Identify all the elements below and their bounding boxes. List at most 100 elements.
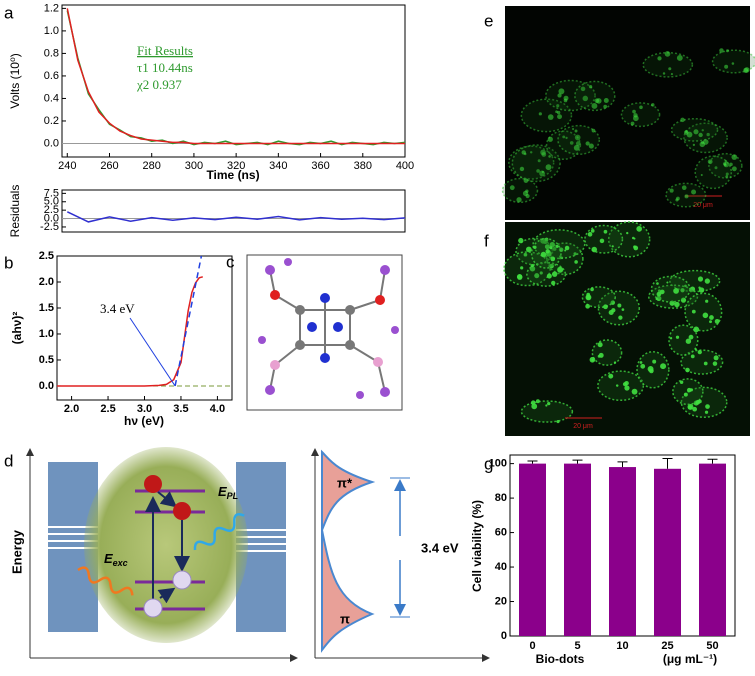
speckle: [572, 128, 575, 131]
cell: [520, 400, 574, 423]
speckle: [723, 163, 727, 167]
panel-label: b: [4, 253, 13, 272]
x-tick-label: 0: [529, 640, 535, 652]
series-line: [57, 276, 204, 387]
speckle: [574, 129, 578, 133]
speckle: [692, 143, 696, 147]
speckle: [545, 249, 550, 254]
speckle: [707, 159, 713, 165]
speckle: [666, 281, 669, 284]
y-tick-label: 2.0: [39, 276, 54, 288]
speckle: [536, 169, 540, 173]
speckle: [603, 97, 609, 103]
y-tick-label: 2.5: [44, 204, 59, 216]
speckle: [673, 288, 679, 294]
speckle: [699, 141, 706, 148]
speckle: [705, 404, 710, 409]
arrow: [157, 587, 176, 604]
speckle: [603, 229, 608, 234]
speckle: [557, 114, 562, 120]
cell: [574, 80, 616, 112]
speckle: [712, 361, 718, 366]
panel-label: f: [484, 231, 489, 250]
speckle: [580, 86, 586, 92]
speckle: [557, 93, 562, 98]
y-tick-label: 2.5: [39, 250, 54, 262]
series-line: [66, 211, 406, 223]
panel-f-scale: 20 μm: [565, 417, 602, 430]
panel-label: e: [484, 11, 493, 30]
speckle: [698, 287, 705, 293]
speckle: [549, 241, 555, 248]
speckle: [725, 175, 729, 179]
annotation-pointer: [129, 317, 176, 387]
error-bar: [617, 461, 628, 468]
cell: [584, 224, 624, 254]
speckle: [676, 196, 680, 201]
cell: [557, 124, 601, 156]
speckle: [669, 337, 673, 340]
speckle: [680, 117, 685, 123]
y-tick-label: 80: [495, 492, 507, 504]
speckle: [632, 109, 636, 114]
speckle: [709, 320, 713, 324]
series-line: [66, 8, 405, 145]
speckle: [694, 348, 697, 351]
speckle: [603, 304, 608, 310]
error-bar: [707, 458, 718, 464]
speckle: [621, 308, 625, 311]
speckle: [546, 273, 552, 279]
speckle: [700, 174, 703, 177]
cell: [597, 370, 645, 402]
speckle: [573, 252, 577, 256]
speckle: [559, 255, 562, 258]
speckle: [539, 271, 543, 275]
micrograph: [505, 222, 750, 436]
cell: [545, 130, 582, 161]
speckle: [565, 136, 568, 140]
micrograph: [505, 6, 750, 220]
y-tick-label: -2.5: [40, 221, 59, 233]
speckle: [684, 194, 689, 199]
cell: [620, 102, 661, 128]
annotation: 3.4 eV: [100, 301, 135, 316]
cell: [694, 155, 733, 190]
y-tick-label: 5.0: [44, 196, 59, 208]
bar: [699, 463, 726, 636]
cell: [711, 49, 755, 74]
speckle: [631, 388, 638, 395]
bar: [519, 463, 546, 636]
speckle: [674, 301, 680, 308]
y-axis-label: Volts (10⁰): [8, 53, 22, 109]
speckle: [573, 144, 580, 151]
emission-wave: [193, 512, 245, 551]
y-tick-label: 0.8: [44, 47, 59, 59]
x-tick-label: 3.5: [173, 403, 188, 415]
speckle: [550, 256, 556, 262]
pi-star: π*: [337, 475, 353, 490]
x-axis-label: hν (eV): [124, 414, 164, 428]
speckle: [549, 246, 553, 250]
speckle: [697, 349, 702, 355]
x-tick-label: 4.0: [210, 403, 225, 415]
speckle: [552, 246, 557, 251]
speckle: [569, 141, 574, 145]
speckle: [714, 318, 720, 324]
x-tick-label: 240: [58, 160, 76, 172]
speckle: [686, 387, 692, 393]
y-tick-label: 0.0: [39, 380, 54, 392]
speckle: [698, 132, 703, 138]
gap-label: 3.4 eV: [421, 540, 459, 555]
speckle: [618, 315, 623, 320]
y-tick-label: 1.0: [44, 25, 59, 37]
speckle: [633, 245, 637, 249]
speckle: [564, 245, 570, 251]
speckle: [598, 352, 604, 358]
panel-label: g: [484, 454, 493, 473]
speckle: [545, 404, 548, 407]
speckle: [713, 355, 719, 361]
speckle: [588, 84, 593, 89]
speckle: [617, 303, 622, 308]
panel-f: f: [484, 222, 750, 436]
